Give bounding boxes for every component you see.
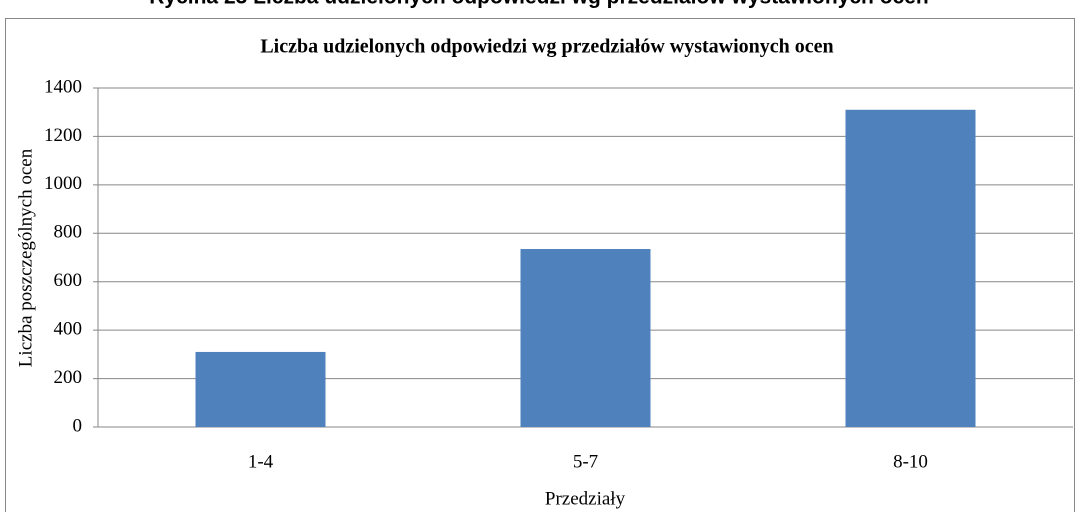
- y-tick-label: 1000: [44, 173, 82, 194]
- figure-caption: Rycina 23 Liczba udzielonych odpowiedzi …: [149, 0, 928, 9]
- x-tick-label: 1-4: [248, 451, 274, 472]
- x-axis-label: Przedziały: [545, 488, 626, 509]
- y-tick-label: 1200: [44, 125, 82, 146]
- bar: [845, 109, 976, 428]
- chart-title: Liczba udzielonych odpowiedzi wg przedzi…: [260, 36, 833, 58]
- x-tick-label: 5-7: [573, 451, 598, 472]
- bar: [520, 249, 651, 427]
- x-tick-label: 8-10: [893, 451, 928, 472]
- y-axis-label: Liczba poszczególnych ocen: [15, 148, 36, 367]
- y-tick-label: 800: [54, 222, 83, 243]
- y-tick-label: 0: [73, 415, 83, 436]
- y-tick-label: 400: [54, 319, 83, 340]
- y-tick-label: 1400: [44, 76, 82, 97]
- y-tick-label: 600: [54, 270, 83, 291]
- bar: [195, 351, 326, 427]
- y-tick-label: 200: [54, 367, 83, 388]
